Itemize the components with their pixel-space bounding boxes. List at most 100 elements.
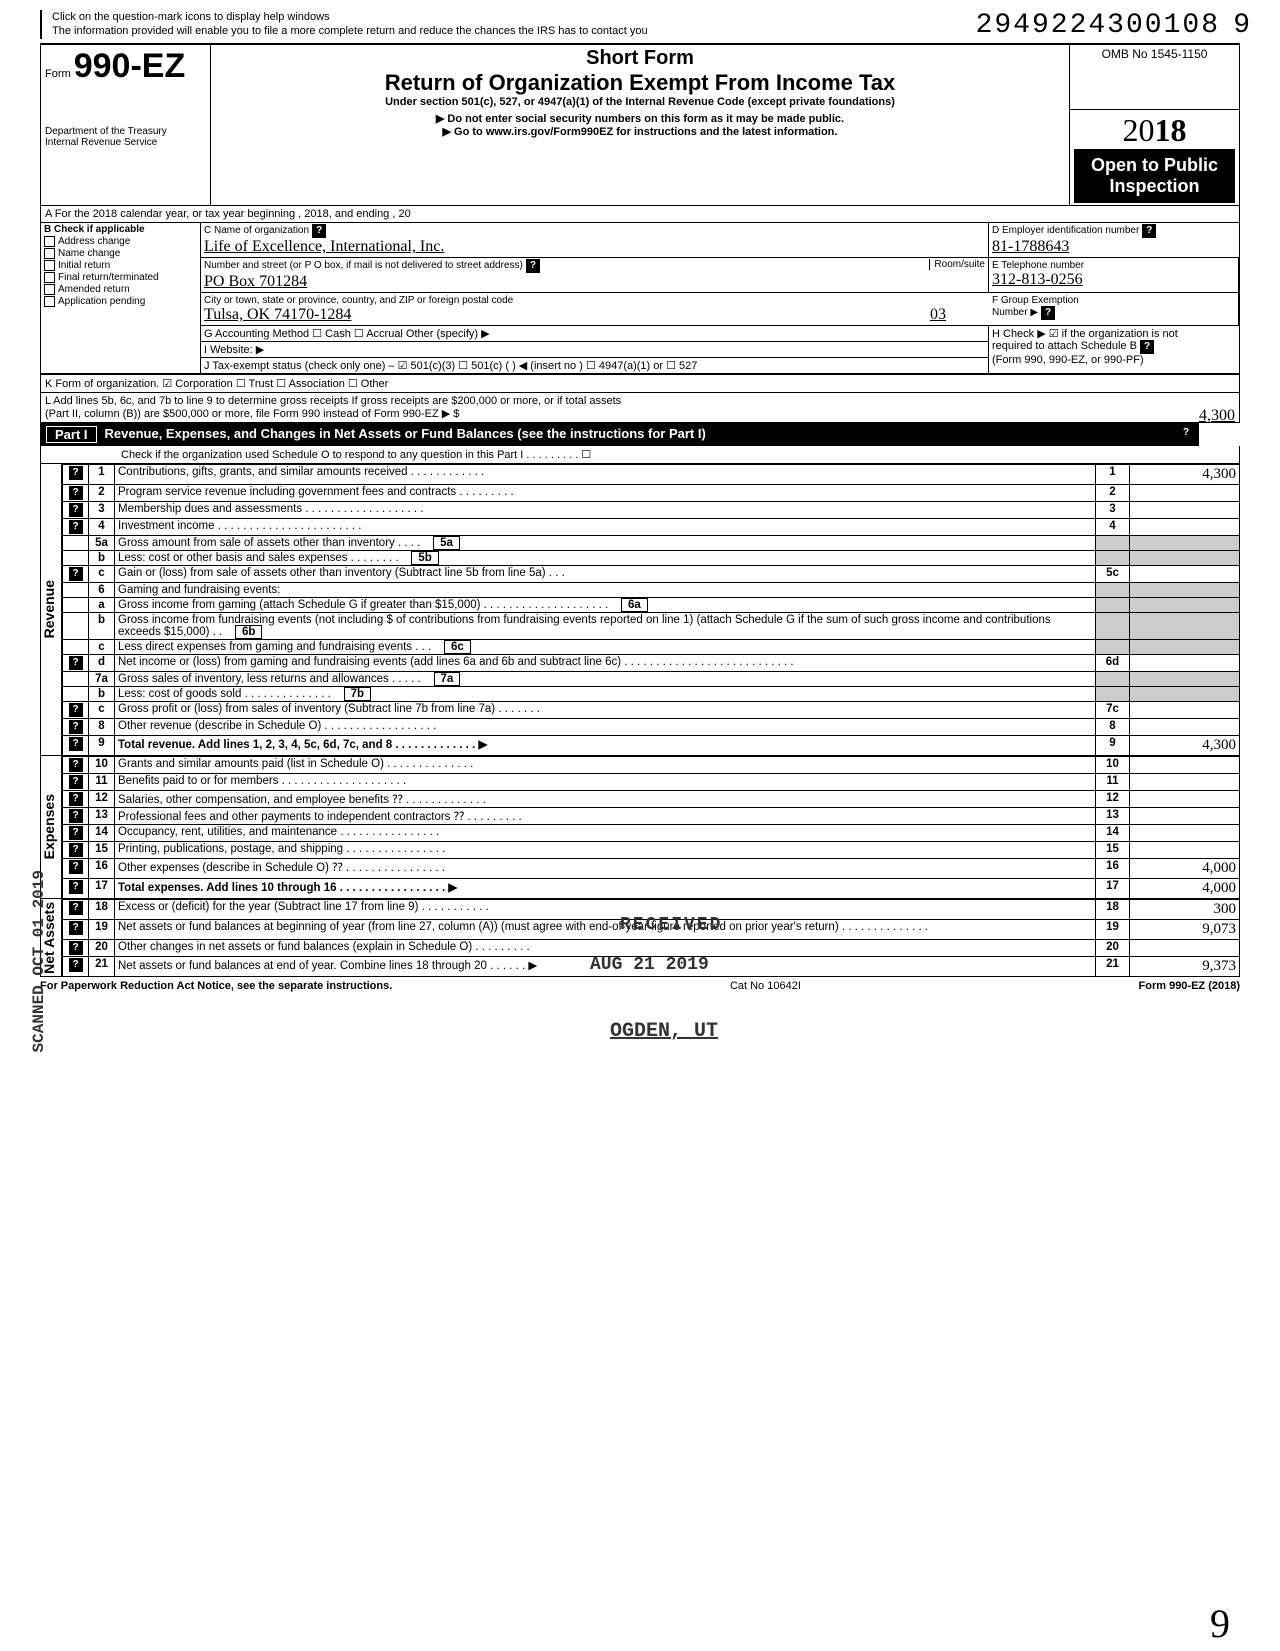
ein-value: 81-1788643 <box>992 238 1069 255</box>
part-1-subnote: Check if the organization used Schedule … <box>40 446 1240 464</box>
help-icon[interactable]: ? <box>526 259 540 273</box>
form-prefix: Form <box>45 68 71 80</box>
checkbox-row[interactable]: Address change <box>44 235 197 247</box>
revenue-section: Revenue ?1Contributions, gifts, grants, … <box>40 464 1240 756</box>
line-row: bLess: cost or other basis and sales exp… <box>63 551 1240 566</box>
form-header-block: Form 990-EZ Department of the Treasury I… <box>40 43 1240 207</box>
part-1-header: Part I Revenue, Expenses, and Changes in… <box>40 423 1199 446</box>
line-row: ?cGross profit or (loss) from sales of i… <box>63 702 1240 719</box>
help-icon[interactable]: ? <box>1179 426 1193 440</box>
line-a-tax-year: A For the 2018 calendar year, or tax yea… <box>40 206 1240 223</box>
line-row: ?8Other revenue (describe in Schedule O)… <box>63 719 1240 736</box>
label-address: Number and street (or P O box, if mail i… <box>204 260 523 271</box>
checkbox-row[interactable]: Name change <box>44 247 197 259</box>
document-number-suffix: 9 <box>1233 10 1250 41</box>
help-icon[interactable]: ? <box>1140 340 1154 354</box>
under-section-note: Under section 501(c), 527, or 4947(a)(1)… <box>215 96 1065 108</box>
checkbox-row[interactable]: Initial return <box>44 259 197 271</box>
help-icon[interactable]: ? <box>69 958 83 972</box>
line-l-text-1: L Add lines 5b, 6c, and 7b to line 9 to … <box>45 395 1235 407</box>
line-row: ?3Membership dues and assessments . . . … <box>63 502 1240 519</box>
help-icon[interactable]: ? <box>312 224 326 238</box>
stamp-scanned: SCANNED OCT 01 2019 <box>30 870 48 1052</box>
label-group-number: Number ▶ <box>992 307 1038 318</box>
checkbox-row[interactable]: Amended return <box>44 283 197 295</box>
line-row: aGross income from gaming (attach Schedu… <box>63 598 1240 613</box>
line-row: ?10Grants and similar amounts paid (list… <box>63 757 1240 774</box>
line-row: ?dNet income or (loss) from gaming and f… <box>63 655 1240 672</box>
checkbox-row[interactable]: Application pending <box>44 295 197 307</box>
footer-left: For Paperwork Reduction Act Notice, see … <box>40 980 392 992</box>
url-note: ▶ Go to www.irs.gov/Form990EZ for instru… <box>215 125 1065 138</box>
label-city: City or town, state or province, country… <box>204 295 513 306</box>
help-icon[interactable]: ? <box>69 656 83 670</box>
omb-number: OMB No 1545-1150 <box>1074 47 1235 61</box>
help-icon[interactable]: ? <box>69 520 83 534</box>
section-b-header: B Check if applicable <box>44 224 197 235</box>
line-row: ?17Total expenses. Add lines 10 through … <box>63 879 1240 899</box>
line-l-amount: 4,300 <box>1199 407 1235 425</box>
org-name-value: Life of Excellence, International, Inc. <box>204 238 444 255</box>
help-icon[interactable]: ? <box>69 792 83 806</box>
dept-line-2: Internal Revenue Service <box>45 137 206 148</box>
help-icon[interactable]: ? <box>69 860 83 874</box>
help-icon[interactable]: ? <box>69 901 83 915</box>
line-row: 6Gaming and fundraising events: <box>63 583 1240 598</box>
expenses-table: ?10Grants and similar amounts paid (list… <box>62 756 1240 899</box>
side-label-expenses: Expenses <box>41 794 61 859</box>
line-g-accounting: G Accounting Method ☐ Cash ☐ Accrual Oth… <box>201 326 989 342</box>
help-icon[interactable]: ? <box>69 486 83 500</box>
address-value: PO Box 701284 <box>204 273 307 290</box>
label-room: Room/suite <box>929 259 985 270</box>
open-to-public-badge: Open to Public Inspection <box>1074 149 1235 203</box>
room-value: 03 <box>930 306 946 324</box>
help-icon[interactable]: ? <box>69 809 83 823</box>
line-row: ?cGain or (loss) from sale of assets oth… <box>63 566 1240 583</box>
org-info-grid: B Check if applicable Address changeName… <box>40 223 1240 375</box>
line-l-text-2: (Part II, column (B)) are $500,000 or mo… <box>45 408 459 420</box>
page-footer: For Paperwork Reduction Act Notice, see … <box>40 977 1240 992</box>
help-icon[interactable]: ? <box>69 826 83 840</box>
page-number: 9 <box>1210 1600 1230 1647</box>
part-1-title: Revenue, Expenses, and Changes in Net As… <box>105 426 1179 443</box>
part-1-tag: Part I <box>46 426 97 443</box>
help-icon[interactable]: ? <box>69 758 83 772</box>
return-title: Return of Organization Exempt From Incom… <box>215 70 1065 96</box>
phone-value: 312-813-0256 <box>992 271 1083 288</box>
help-icon[interactable]: ? <box>69 503 83 517</box>
footer-mid: Cat No 10642I <box>730 980 801 992</box>
line-row: bLess: cost of goods sold . . . . . . . … <box>63 687 1240 702</box>
help-icon[interactable]: ? <box>69 941 83 955</box>
revenue-table: ?1Contributions, gifts, grants, and simi… <box>62 464 1240 756</box>
checkbox-row[interactable]: Final return/terminated <box>44 271 197 283</box>
help-icon[interactable]: ? <box>69 880 83 894</box>
line-j-tax-status: J Tax-exempt status (check only one) – ☑… <box>201 358 989 374</box>
label-ein: D Employer identification number <box>992 225 1139 236</box>
line-h-1: H Check ▶ ☑ if the organization is not <box>992 327 1236 340</box>
line-row: ?1Contributions, gifts, grants, and simi… <box>63 465 1240 485</box>
help-icon[interactable]: ? <box>69 703 83 717</box>
line-k-form-org: K Form of organization. ☑ Corporation ☐ … <box>40 375 1240 393</box>
document-barcode-number: 2949224300108 <box>976 10 1220 41</box>
help-icon[interactable]: ? <box>69 466 83 480</box>
stamp-received: RECEIVED <box>620 915 722 935</box>
footer-right: Form 990-EZ (2018) <box>1139 980 1240 992</box>
line-row: cLess direct expenses from gaming and fu… <box>63 640 1240 655</box>
label-org-name: C Name of organization <box>204 225 309 236</box>
help-icon[interactable]: ? <box>1041 306 1055 320</box>
help-icon[interactable]: ? <box>69 737 83 751</box>
help-icon[interactable]: ? <box>69 843 83 857</box>
help-icon[interactable]: ? <box>69 775 83 789</box>
line-row: ?9Total revenue. Add lines 1, 2, 3, 4, 5… <box>63 736 1240 756</box>
side-label-revenue: Revenue <box>41 580 61 638</box>
form-year: 2018 <box>1074 112 1235 149</box>
help-icon[interactable]: ? <box>1142 224 1156 238</box>
expenses-section: Expenses ?10Grants and similar amounts p… <box>40 756 1240 899</box>
line-row: 5aGross amount from sale of assets other… <box>63 536 1240 551</box>
stamp-date: AUG 21 2019 <box>590 955 709 975</box>
help-icon[interactable]: ? <box>69 720 83 734</box>
help-icon[interactable]: ? <box>69 567 83 581</box>
line-i-website: I Website: ▶ <box>201 342 989 358</box>
line-l-gross-receipts: L Add lines 5b, 6c, and 7b to line 9 to … <box>40 393 1240 423</box>
help-icon[interactable]: ? <box>69 921 83 935</box>
